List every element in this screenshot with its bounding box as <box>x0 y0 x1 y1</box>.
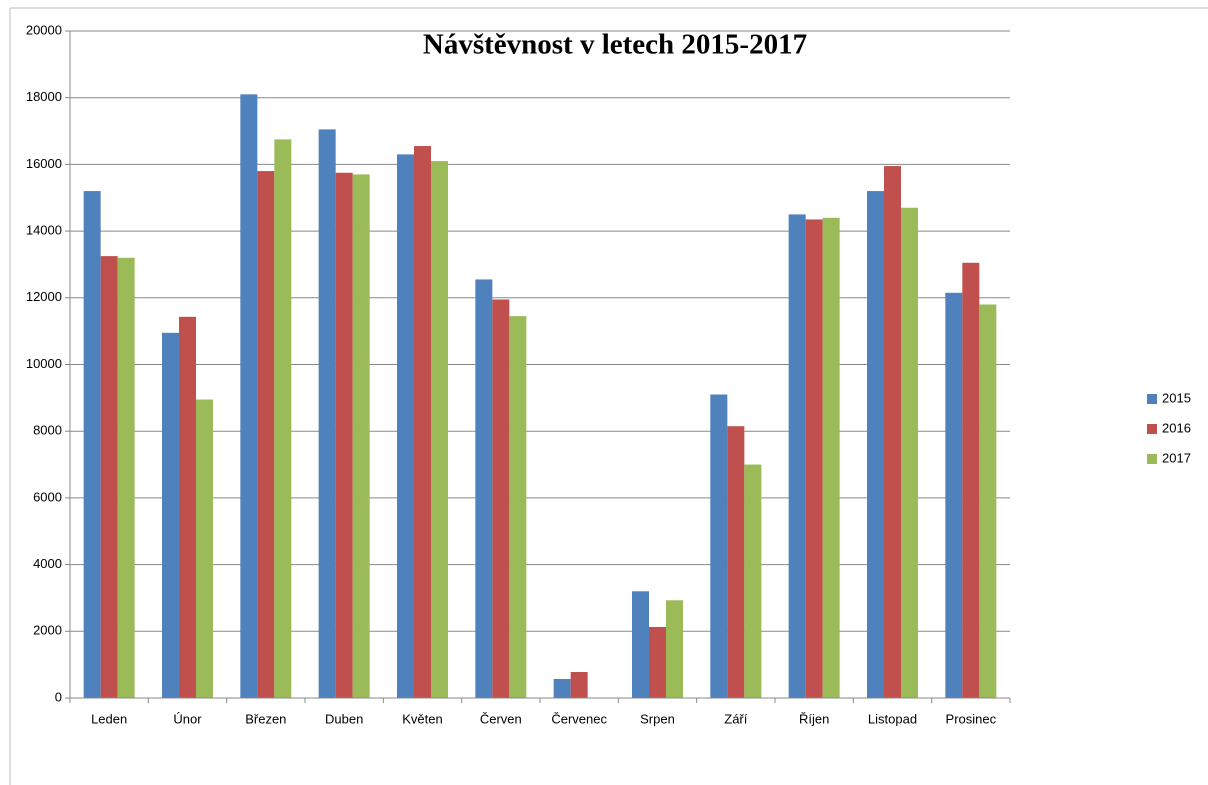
bar <box>117 257 135 698</box>
x-tick-label: Duben <box>325 711 363 726</box>
bar <box>431 161 448 698</box>
x-tick-label: Listopad <box>868 711 917 726</box>
bar <box>397 154 414 698</box>
bar <box>492 299 510 698</box>
y-tick-label: 4000 <box>33 556 62 571</box>
bar <box>352 174 370 698</box>
y-tick-label: 18000 <box>26 89 62 104</box>
x-tick-label: Květen <box>402 711 442 726</box>
bar <box>805 219 823 699</box>
bar <box>83 191 101 698</box>
x-tick-label: Červenec <box>551 711 607 726</box>
bar <box>318 129 336 698</box>
legend-label: 2016 <box>1162 420 1191 435</box>
bar <box>945 292 963 698</box>
bar <box>788 214 806 699</box>
bar <box>274 139 292 698</box>
x-tick-label: Srpen <box>640 711 675 726</box>
bar <box>196 399 213 698</box>
bar <box>335 172 353 699</box>
legend-label: 2017 <box>1162 450 1191 465</box>
legend-swatch <box>1147 394 1157 404</box>
y-tick-label: 10000 <box>26 356 62 371</box>
bar <box>553 678 571 698</box>
x-tick-label: Leden <box>91 711 127 726</box>
chart-title: Návštěvnost v letech 2015-2017 <box>423 29 807 61</box>
bar <box>666 600 683 698</box>
legend-label: 2015 <box>1162 390 1191 405</box>
legend-swatch <box>1147 454 1157 464</box>
bar <box>822 217 840 698</box>
bar <box>710 394 728 698</box>
bar <box>257 171 275 698</box>
y-tick-label: 8000 <box>33 423 62 438</box>
bar <box>240 94 258 699</box>
x-tick-label: Říjen <box>799 711 829 726</box>
bar <box>901 207 918 698</box>
y-tick-label: 6000 <box>33 489 62 504</box>
bar <box>744 464 762 698</box>
y-tick-label: 16000 <box>26 156 62 171</box>
bar <box>509 316 527 698</box>
x-tick-label: Prosinec <box>946 711 997 726</box>
x-tick-label: Září <box>724 711 748 726</box>
y-tick-label: 14000 <box>26 223 62 238</box>
x-tick-label: Červen <box>480 711 522 726</box>
bar <box>962 262 980 698</box>
y-tick-label: 2000 <box>33 623 62 638</box>
bar <box>867 191 884 698</box>
y-tick-label: 20000 <box>26 22 62 37</box>
y-tick-label: 0 <box>55 689 62 704</box>
bar <box>100 256 118 698</box>
x-tick-label: Březen <box>245 711 286 726</box>
bar <box>414 146 431 698</box>
bar <box>632 591 649 698</box>
bar <box>727 426 745 698</box>
x-tick-label: Únor <box>173 711 202 726</box>
bar <box>570 671 588 698</box>
bar <box>979 304 997 698</box>
y-tick-label: 12000 <box>26 289 62 304</box>
bar <box>475 279 493 698</box>
legend-swatch <box>1147 424 1157 434</box>
bar <box>884 166 901 698</box>
bar <box>162 332 179 698</box>
bar <box>179 316 196 698</box>
bar <box>649 626 666 698</box>
